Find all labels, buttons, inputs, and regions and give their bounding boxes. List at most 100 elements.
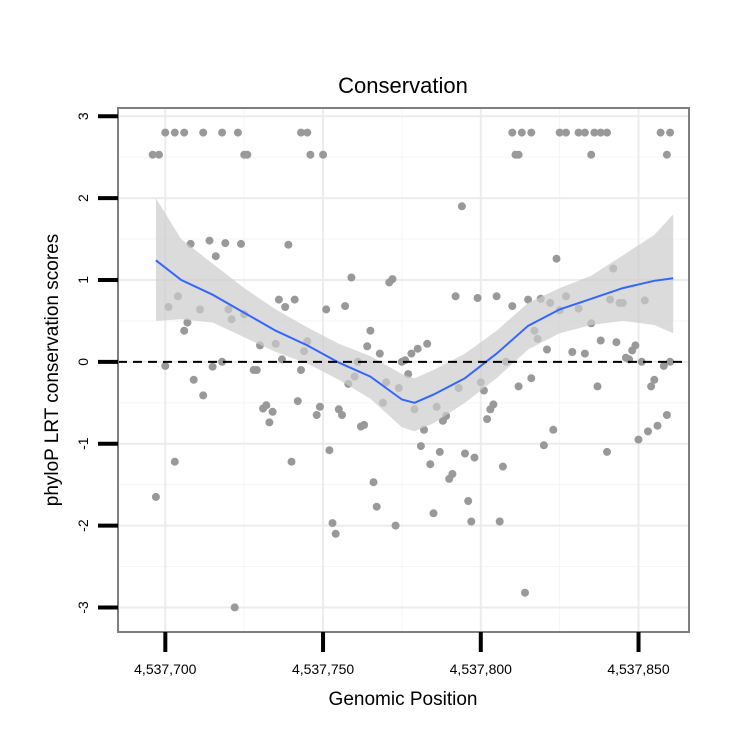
data-point (312, 411, 321, 419)
data-point (451, 292, 460, 301)
data-point (237, 239, 245, 248)
data-point (281, 303, 290, 311)
data-point (524, 295, 533, 304)
data-point (180, 326, 189, 335)
data-point (489, 400, 498, 409)
data-point (252, 366, 261, 374)
data-point (644, 427, 652, 436)
data-point (322, 305, 331, 314)
data-point (580, 349, 589, 358)
data-point (596, 128, 605, 137)
data-point (347, 273, 356, 282)
data-point (457, 202, 466, 211)
data-point (331, 529, 340, 538)
data-point (290, 295, 299, 304)
y-axis-title: phyloP LRT conservation scores (42, 234, 63, 507)
data-point (650, 375, 659, 384)
data-point (315, 402, 324, 411)
y-tick-label: 0 (75, 358, 91, 366)
data-point (205, 236, 214, 245)
data-point (413, 344, 422, 353)
data-point (634, 435, 643, 444)
data-point (568, 348, 577, 356)
x-tick-label: 4,537,750 (292, 661, 354, 677)
y-tick-label: 1 (75, 276, 91, 284)
data-point (297, 366, 305, 374)
data-point (448, 470, 457, 478)
data-point (161, 361, 170, 370)
x-tick-label: 4,537,700 (134, 661, 196, 677)
data-point (325, 446, 334, 455)
data-point (464, 497, 473, 505)
data-point (580, 128, 589, 137)
data-point (653, 421, 662, 430)
data-point (230, 603, 239, 612)
data-point (666, 357, 675, 366)
data-point (151, 492, 160, 501)
data-point (508, 128, 517, 137)
data-point (148, 150, 157, 159)
data-point (274, 295, 283, 304)
data-point (631, 341, 640, 350)
data-point (483, 415, 492, 424)
data-point (574, 128, 583, 137)
data-point (527, 128, 536, 137)
data-point (293, 397, 302, 406)
y-tick-label: -1 (75, 437, 91, 450)
data-point (297, 128, 305, 137)
data-point (514, 150, 523, 159)
data-point (366, 326, 375, 335)
data-point (435, 447, 444, 456)
data-point (527, 374, 536, 383)
data-point (265, 418, 274, 427)
plot-area (117, 107, 690, 633)
data-point (375, 349, 384, 358)
data-point (656, 128, 665, 137)
data-point (328, 519, 337, 528)
data-point (495, 517, 504, 526)
data-point (369, 478, 378, 487)
data-point (233, 128, 242, 137)
data-point (360, 420, 369, 429)
y-tick-label: 2 (75, 194, 91, 202)
data-point (612, 338, 621, 347)
data-point (647, 382, 656, 391)
y-tick-label: -3 (75, 601, 91, 614)
data-point (467, 517, 476, 526)
data-point (521, 588, 529, 597)
data-point (637, 357, 646, 366)
data-point (183, 318, 192, 327)
data-point (262, 401, 271, 410)
data-point (662, 150, 671, 159)
data-point (372, 502, 381, 511)
data-point (211, 252, 220, 261)
data-point (268, 407, 277, 416)
data-point (388, 275, 397, 284)
data-point (218, 128, 227, 137)
data-point (498, 462, 507, 471)
data-point (470, 453, 479, 462)
data-point (514, 382, 523, 391)
data-point (161, 128, 170, 137)
data-point (587, 150, 596, 159)
data-point (319, 150, 328, 159)
smooth-line (155, 259, 674, 404)
data-point (303, 128, 312, 137)
x-tick-label: 4,537,850 (607, 661, 669, 677)
data-point (423, 339, 432, 348)
data-point (189, 375, 198, 384)
data-point (593, 382, 602, 391)
data-point (555, 128, 564, 137)
confidence-band (155, 198, 674, 432)
data-point (208, 362, 217, 371)
data-point (284, 240, 293, 249)
x-tick-label: 4,537,800 (450, 661, 512, 677)
data-point (341, 302, 350, 311)
y-tick-label: -2 (75, 519, 91, 532)
data-point (549, 425, 558, 434)
data-point (603, 128, 611, 137)
data-point (552, 254, 561, 263)
data-point (461, 449, 469, 458)
data-point (662, 411, 671, 419)
